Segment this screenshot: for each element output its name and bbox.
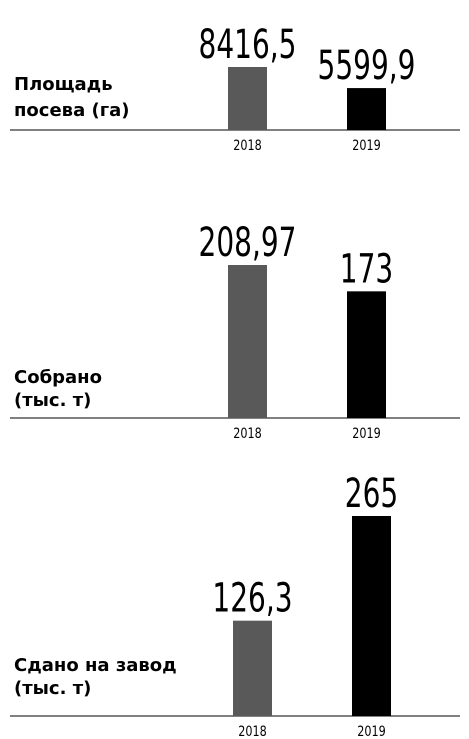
chart-label: (тыс. т) [14,678,91,699]
bar [347,291,386,418]
value-label: 173 [340,246,393,292]
chart-panel: Собрано(тыс. т) 208,97 2018 173 2019 [10,220,460,441]
chart-label: (тыс. т) [14,390,91,411]
x-tick-label: 2019 [352,137,380,154]
value-label: 126,3 [212,576,292,622]
chart-label: посева (га) [14,100,130,121]
chart-label: Площадь [14,74,113,95]
value-label: 8416,5 [199,22,297,68]
x-tick-label: 2018 [233,137,261,154]
x-tick-label: 2019 [352,425,380,442]
bar [228,265,267,418]
value-label: 5599,9 [318,43,416,89]
chart-panel: Площадь посева (га) 8416,5 2018 5599,9 2019 [10,22,460,153]
x-tick-label: 2018 [233,425,261,442]
value-label: 265 [345,471,398,517]
x-tick-label: 2019 [357,723,385,739]
chart-label: Собрано [14,367,102,388]
bar [347,88,386,130]
value-label: 208,97 [199,220,297,266]
bar [228,67,267,130]
bar [352,516,391,716]
x-tick-label: 2018 [238,723,266,739]
bar [233,620,272,716]
chart-panel: Сдано на завод(тыс. т) 126,3 2018 265 2019 [10,471,460,739]
chart-label: Сдано на завод [14,655,177,676]
